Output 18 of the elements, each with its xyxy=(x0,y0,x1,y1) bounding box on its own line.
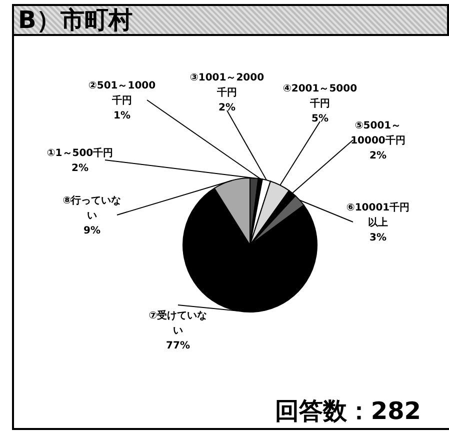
slice-label: ③1001～2000千円 xyxy=(190,72,264,98)
data-label: 3% xyxy=(370,232,386,244)
data-label: 2% xyxy=(72,163,88,174)
slice-label: ⑧行っていない xyxy=(62,194,122,222)
data-label: 2% xyxy=(370,150,386,162)
text: 回答数：282 xyxy=(274,396,421,427)
chart-title: B）市町村 xyxy=(12,4,449,36)
slice-label: ①1～500千円 xyxy=(46,147,114,159)
slice-label: ⑦受けていない xyxy=(148,310,208,336)
slice-label: ②501～1000千円 xyxy=(88,80,156,106)
data-label: 1% xyxy=(114,110,130,122)
slice-label: ⑥10001千円以上 xyxy=(346,202,410,228)
slice-label: ④2001～5000千円 xyxy=(282,84,358,110)
data-label: 77% xyxy=(166,340,190,352)
data-label: 2% xyxy=(218,102,236,114)
data-label: 9% xyxy=(84,226,100,236)
data-label: 5% xyxy=(312,114,328,124)
slice-label: ⑤5001～10000千円 xyxy=(350,120,406,146)
